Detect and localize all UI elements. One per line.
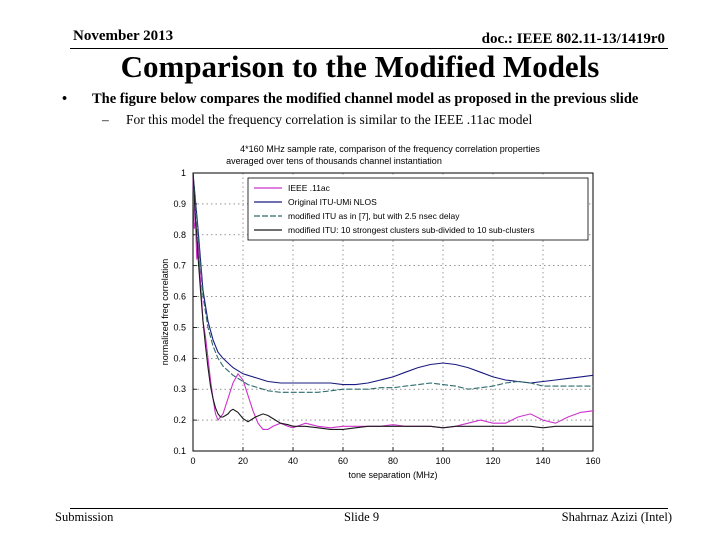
bullet-main: • The figure below compares the modified … [62, 91, 638, 108]
y-tick-label: 1 [181, 168, 186, 178]
y-tick-label: 0.6 [173, 292, 186, 302]
x-tick-label: 0 [190, 456, 195, 466]
series-line-2 [192, 172, 594, 386]
legend-label-2: Original ITU-UMi NLOS [288, 197, 377, 207]
y-tick-label: 0.5 [173, 322, 186, 332]
legend-label-4: modified ITU: 10 strongest clusters sub-… [288, 225, 535, 235]
x-tick-label: 120 [485, 456, 500, 466]
series-line-3 [192, 172, 593, 393]
bullet-sub: – For this model the frequency correlatio… [102, 112, 532, 128]
sub-bullet-marker: – [102, 112, 109, 127]
legend-box [247, 177, 589, 241]
chart-legend: IEEE .11ac Original ITU-UMi NLOS modified … [247, 177, 589, 241]
bullet-main-text: The figure below compares the modified c… [92, 91, 639, 107]
footer-author: Shahrnaz Azizi (Intel) [561, 510, 672, 524]
x-tick-label: 80 [388, 456, 398, 466]
x-tick-label: 100 [435, 456, 450, 466]
legend-label-1: IEEE .11ac [288, 183, 331, 193]
chart-title: 4*160 MHz sample rate, comparison of the… [240, 144, 540, 154]
series-line-1 [192, 172, 594, 430]
y-tick-label: 0.1 [173, 446, 186, 456]
y-axis-label: normalized freq correlation [160, 259, 170, 366]
x-tick-label: 60 [338, 456, 348, 466]
y-tick-label: 0.9 [173, 199, 186, 209]
series-line-4 [192, 172, 593, 430]
header-date: November 2013 [73, 28, 174, 44]
header-rule [70, 48, 668, 49]
x-axis-label: tone separation (MHz) [348, 470, 437, 480]
footer-slide-number: Slide 9 [344, 510, 380, 524]
x-tick-label: 20 [238, 456, 248, 466]
bullet-sub-text: For this model the frequency correlation… [126, 112, 533, 127]
x-tick-label: 140 [535, 456, 550, 466]
x-tick-label: 160 [585, 456, 600, 466]
x-tick-label: 40 [288, 456, 298, 466]
footer-submission: Submission [55, 510, 114, 524]
y-tick-label: 0.4 [173, 353, 186, 363]
x-axis-ticks: 0 20 40 60 80 100 120 140 160 [190, 447, 601, 466]
y-tick-label: 0.3 [173, 384, 186, 394]
y-tick-label: 0.7 [173, 261, 186, 271]
y-tick-label: 0.2 [173, 415, 186, 425]
y-axis-ticks: 0.1 0.2 0.3 0.4 0.5 0.6 0.7 0.8 0.9 1 [173, 168, 197, 456]
chart-subtitle: averaged over tens of thousands channel … [226, 156, 442, 166]
series-lines [192, 172, 594, 430]
footer-rule [70, 508, 668, 509]
y-tick-label: 0.8 [173, 230, 186, 240]
legend-label-3: modified ITU as in [7], but with 2.5 nse… [288, 211, 460, 221]
slide-title: Comparison to the Modified Models [120, 49, 600, 84]
header-doc-id: doc.: IEEE 802.11-13/1419r0 [481, 31, 665, 47]
bullet-marker: • [62, 91, 68, 107]
